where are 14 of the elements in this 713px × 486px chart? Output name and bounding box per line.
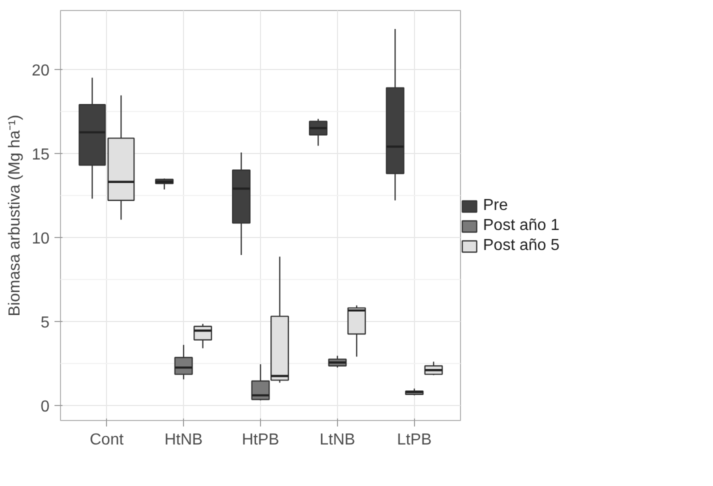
legend-label: Post año 1 <box>483 217 560 235</box>
x-tick-label: Cont <box>90 432 124 448</box>
y-axis-title: Biomasa arbustiva (Mg ha⁻¹) <box>6 114 24 316</box>
x-tick-label: LtNB <box>320 432 356 448</box>
x-tick-label: HtPB <box>242 432 280 448</box>
y-tick-label: 5 <box>40 314 50 332</box>
x-tick-label: HtNB <box>164 432 203 448</box>
y-tick-label: 15 <box>32 146 50 164</box>
y-tick-label: 20 <box>32 62 50 80</box>
y-tick-label: 10 <box>32 230 50 248</box>
legend-label: Pre <box>483 197 508 215</box>
legend-label: Post año 5 <box>483 237 560 255</box>
x-tick-label: LtPB <box>397 432 432 448</box>
y-tick-label: 0 <box>40 398 50 416</box>
